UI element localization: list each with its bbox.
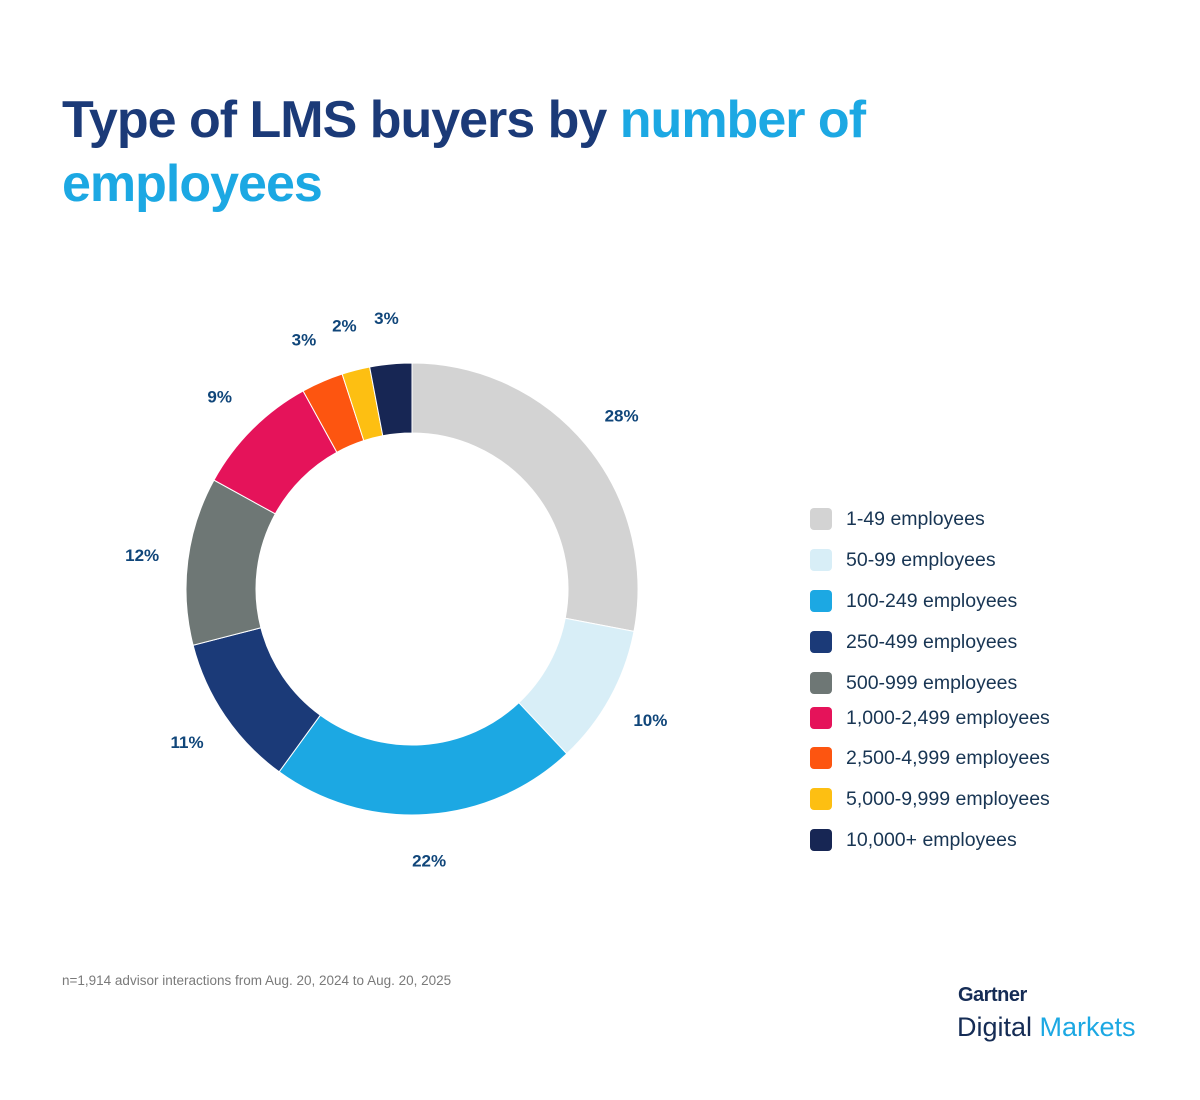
data-label: 3% xyxy=(292,330,317,349)
logo-digital-markets: Digital Markets xyxy=(957,1012,1136,1043)
legend-swatch xyxy=(810,631,832,653)
legend-label: 50-99 employees xyxy=(846,548,996,571)
data-label: 9% xyxy=(207,388,232,407)
chart-title: Type of LMS buyers by number of employee… xyxy=(62,88,1062,216)
legend-label: 250-499 employees xyxy=(846,630,1018,653)
legend-swatch xyxy=(810,549,832,571)
legend-item: 2,500-4,999 employees xyxy=(810,746,1050,770)
logo-digital: Digital xyxy=(957,1012,1040,1042)
legend-item: 250-499 employees xyxy=(810,630,1017,654)
legend-label: 100-249 employees xyxy=(846,589,1018,612)
legend-label: 2,500-4,999 employees xyxy=(846,746,1050,769)
legend-item: 1,000-2,499 employees xyxy=(810,706,1050,730)
logo-markets: Markets xyxy=(1039,1012,1136,1042)
legend-swatch xyxy=(810,508,832,530)
legend-item: 10,000+ employees xyxy=(810,828,1017,852)
legend-item: 1-49 employees xyxy=(810,507,985,531)
data-label: 22% xyxy=(412,851,446,870)
legend-item: 50-99 employees xyxy=(810,548,996,572)
logo-gartner: Gartner xyxy=(958,984,1027,1006)
data-label: 28% xyxy=(605,407,639,426)
data-label: 2% xyxy=(332,317,357,336)
donut-slice xyxy=(369,362,413,437)
legend-swatch xyxy=(810,672,832,694)
legend-label: 1,000-2,499 employees xyxy=(846,706,1050,729)
legend-swatch xyxy=(810,747,832,769)
legend-swatch xyxy=(810,788,832,810)
donut-slice xyxy=(411,362,639,632)
legend-swatch xyxy=(810,829,832,851)
data-label: 3% xyxy=(374,309,399,328)
legend-item: 5,000-9,999 employees xyxy=(810,787,1050,811)
data-label: 12% xyxy=(125,546,159,565)
legend-label: 5,000-9,999 employees xyxy=(846,787,1050,810)
legend-label: 1-49 employees xyxy=(846,507,985,530)
footnote: n=1,914 advisor interactions from Aug. 2… xyxy=(62,973,452,988)
legend-swatch xyxy=(810,590,832,612)
legend-swatch xyxy=(810,707,832,729)
legend-item: 100-249 employees xyxy=(810,589,1017,613)
title-highlight: number of employees xyxy=(62,91,866,213)
title-part-1: Type of LMS buyers by xyxy=(62,91,620,149)
legend-item: 500-999 employees xyxy=(810,671,1017,695)
legend-label: 10,000+ employees xyxy=(846,828,1017,851)
data-label: 11% xyxy=(170,733,203,752)
legend-label: 500-999 employees xyxy=(846,671,1018,694)
donut-slice xyxy=(278,702,568,816)
data-label: 10% xyxy=(633,711,667,730)
